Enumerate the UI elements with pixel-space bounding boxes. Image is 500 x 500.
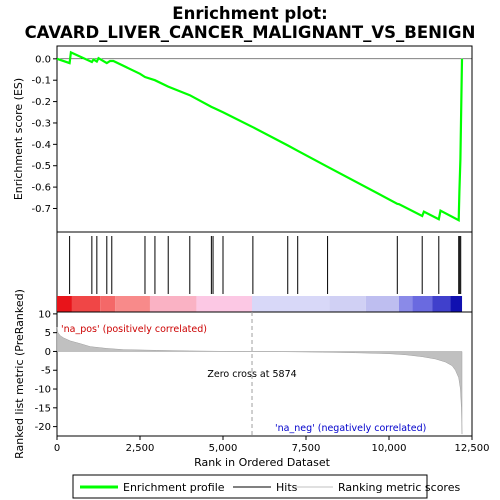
es-y-tick-label: -0.1 (31, 76, 51, 87)
metric-y-axis-label: Ranked list metric (PreRanked) (13, 289, 26, 459)
chart-title-line2: CAVARD_LIVER_CANCER_MALIGNANT_VS_BENIGN (25, 23, 476, 42)
heatmap-segment (149, 296, 197, 312)
heatmap-segment (252, 296, 330, 312)
metric-y-tick-label: -5 (41, 366, 51, 377)
legend-metric-label: Ranking metric scores (338, 481, 460, 494)
heatmap-segment (71, 296, 101, 312)
x-tick-label: 5,000 (209, 443, 238, 454)
x-tick-label: 10,000 (372, 443, 407, 454)
metric-y-tick-label: -10 (35, 385, 51, 396)
ranking-metric-area (56, 326, 463, 435)
legend-hits-label: Hits (276, 481, 298, 494)
heatmap-segment (450, 296, 463, 312)
metric-y-tick-label: 5 (45, 328, 51, 339)
x-axis-label: Rank in Ordered Dataset (194, 456, 331, 469)
heatmap-segment (365, 296, 399, 312)
es-panel-frame (56, 45, 473, 233)
x-tick-label: 7,500 (292, 443, 321, 454)
heatmap-segment (57, 296, 72, 312)
metric-y-tick-label: 0 (45, 347, 51, 358)
heatmap-segment (412, 296, 433, 312)
es-y-axis-label: Enrichment score (ES) (12, 78, 25, 200)
heatmap-segment (115, 296, 150, 312)
enrichment-profile-line (56, 50, 464, 223)
metric-y-tick-label: -20 (35, 422, 51, 433)
negative-correlation-label: 'na_neg' (negatively correlated) (275, 423, 426, 434)
x-tick-label: 2,500 (126, 443, 155, 454)
zero-cross-annotation: Zero cross at 5874 (207, 369, 296, 380)
es-y-tick-label: -0.7 (31, 204, 51, 215)
x-tick-label: 0 (54, 443, 60, 454)
metric-y-tick-label: -15 (35, 403, 51, 414)
heatmap-segment (432, 296, 451, 312)
es-y-tick-label: -0.2 (31, 97, 51, 108)
es-y-tick-label: -0.4 (31, 140, 51, 151)
x-axis: 0 2,500 5,000 7,500 10,000 12,500 (54, 436, 490, 454)
metric-y-tick-label: 10 (38, 309, 51, 320)
metric-panel-frame (56, 311, 473, 437)
es-y-tick-label: 0.0 (35, 54, 51, 65)
legend-enrichment-label: Enrichment profile (123, 481, 225, 494)
heatmap-segment (398, 296, 413, 312)
hits-panel (56, 231, 473, 313)
heatmap-segment (100, 296, 116, 312)
es-panel: 0.0 -0.1 -0.2 -0.3 -0.4 -0.5 -0.6 -0.7 Enrichme… (12, 45, 473, 233)
chart-title-line1: Enrichment plot: (172, 4, 327, 23)
x-tick-label: 12,500 (455, 443, 490, 454)
positive-correlation-label: 'na_pos' (positively correlated) (61, 324, 207, 335)
legend: Enrichment profile Hits Ranking metric s… (72, 474, 460, 499)
es-y-tick-label: -0.6 (31, 183, 51, 194)
es-y-tick-label: -0.5 (31, 161, 51, 172)
metric-panel: 10 5 0 -5 -10 -15 -20 'na_pos' (positively cor… (13, 289, 473, 459)
heatmap-segment (196, 296, 253, 312)
es-y-tick-label: -0.3 (31, 118, 51, 129)
heatmap-segment (329, 296, 366, 312)
